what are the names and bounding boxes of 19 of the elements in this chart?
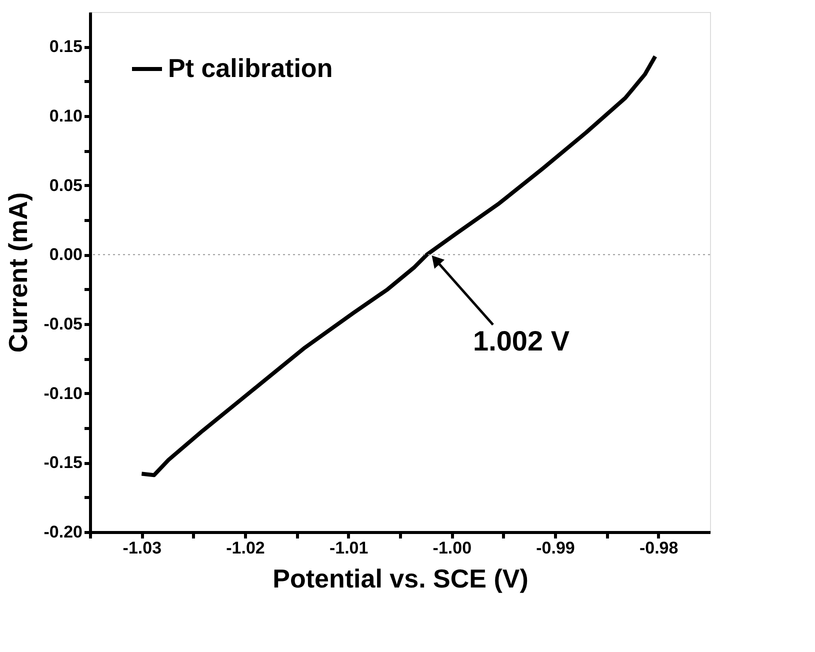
legend-label: Pt calibration bbox=[168, 53, 333, 83]
y-tick-label: 0.15 bbox=[49, 37, 82, 56]
line-series bbox=[140, 54, 658, 478]
y-axis-title: Current (mA) bbox=[2, 192, 33, 353]
x-axis-title: Potential vs. SCE (V) bbox=[272, 564, 528, 594]
y-tick-label: -0.10 bbox=[44, 384, 82, 403]
x-tick-label: -1.03 bbox=[122, 538, 162, 558]
y-tick-label: -0.05 bbox=[44, 314, 82, 334]
y-tick-label: 0.10 bbox=[49, 106, 82, 126]
annotation: 1.002 V bbox=[473, 326, 570, 357]
y-tick-label: -0.20 bbox=[44, 522, 82, 542]
x-tick-label: -0.98 bbox=[639, 538, 678, 558]
y-tick-label: -0.15 bbox=[44, 453, 82, 472]
x-tick-label: -1.01 bbox=[329, 538, 368, 558]
x-tick-label: -0.99 bbox=[536, 538, 575, 558]
y-tick-label: 0.05 bbox=[49, 176, 82, 195]
y-tick-label: 0.00 bbox=[49, 245, 82, 264]
x-tick-label: -1.02 bbox=[226, 538, 265, 558]
x-tick-label: -1.00 bbox=[432, 538, 472, 558]
